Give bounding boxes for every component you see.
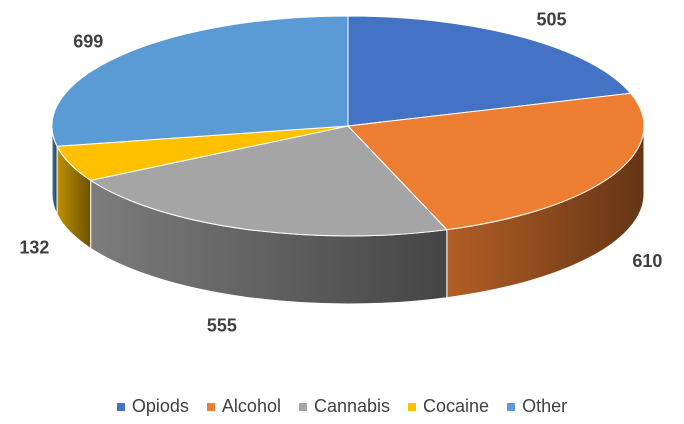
pie-data-labels: 505 610 555 132 699	[19, 10, 662, 336]
pie-slice-other	[51, 15, 349, 147]
legend-swatch-other	[507, 402, 516, 411]
legend-item-alcohol: Alcohol	[206, 396, 281, 417]
pie-side-walls	[51, 125, 645, 305]
pie-slice-opiods	[347, 15, 632, 127]
pie-chart: 505 610 555 132 699	[19, 10, 662, 336]
legend-label-opiods: Opiods	[131, 396, 189, 416]
pie-slice-cannabis	[89, 125, 448, 237]
data-label-alcohol: 610	[632, 251, 662, 271]
legend-label-other: Other	[522, 396, 568, 416]
legend-label-cannabis: Cannabis	[313, 396, 391, 416]
legend-item-opiods: Opiods	[116, 396, 189, 417]
legend-item-cannabis: Cannabis	[298, 396, 391, 417]
data-label-other: 699	[73, 32, 103, 52]
chart-legend: Opiods Alcohol Cannabis Cocaine Other	[0, 396, 684, 417]
data-label-cannabis: 555	[207, 316, 237, 336]
legend-label-cocaine: Cocaine	[423, 396, 490, 416]
legend-label-alcohol: Alcohol	[221, 396, 281, 416]
legend-swatch-cannabis	[298, 402, 307, 411]
data-label-cocaine: 132	[19, 237, 49, 257]
legend-swatch-alcohol	[206, 402, 215, 411]
pie-slice-alcohol	[346, 92, 645, 231]
legend-item-cocaine: Cocaine	[408, 396, 489, 417]
legend-swatch-cocaine	[408, 402, 417, 411]
legend-swatch-opiods	[116, 402, 125, 411]
legend-item-other: Other	[507, 396, 567, 417]
pie-plot: 505 610 555 132 699	[19, 10, 662, 336]
data-label-opiods: 505	[536, 10, 566, 30]
pie-top-faces	[51, 15, 645, 237]
